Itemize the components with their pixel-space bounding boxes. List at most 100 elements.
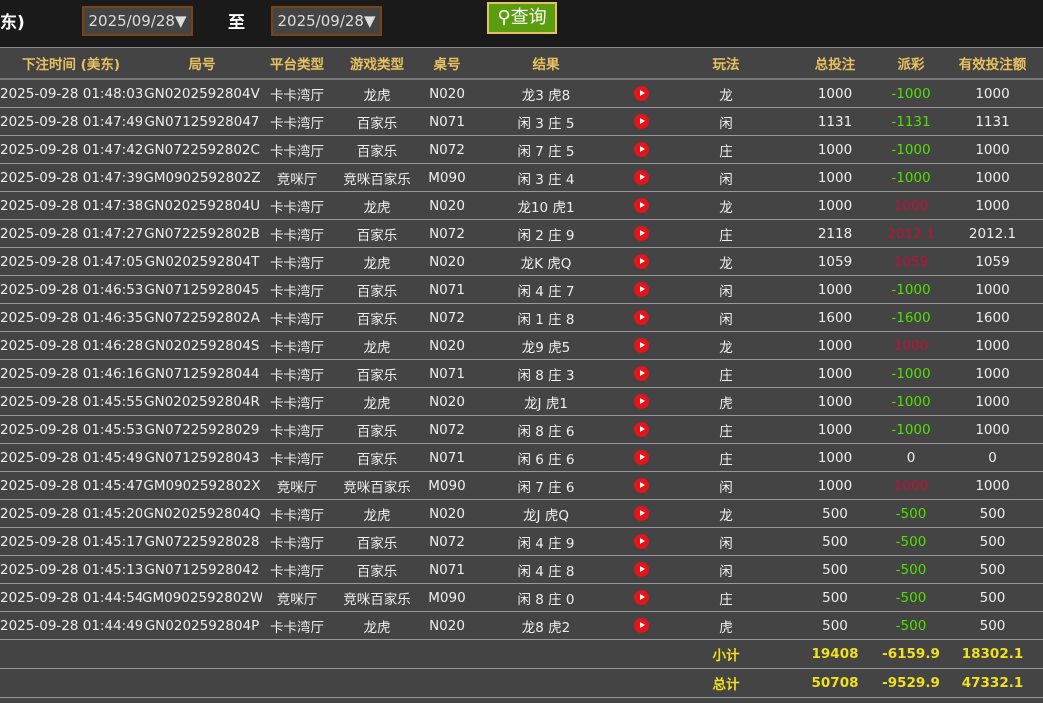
play-video-icon[interactable] <box>633 394 649 409</box>
result: 龙J 虎Q <box>472 499 620 528</box>
round-id: GN07225928029 <box>142 415 262 444</box>
spacer <box>0 639 662 669</box>
result: 闲 7 庄 6 <box>472 471 620 500</box>
payout: -500 <box>880 611 942 640</box>
play-video-icon[interactable] <box>633 618 649 633</box>
to-date-select[interactable]: 2025/09/28▼ <box>271 6 382 36</box>
platform: 卡卡湾厅 <box>262 303 332 332</box>
total-bet: 1000 <box>790 387 880 416</box>
total-bet: 1000 <box>790 163 880 192</box>
game-type: 百家乐 <box>332 107 422 136</box>
video-cell <box>620 415 662 444</box>
platform: 卡卡湾厅 <box>262 79 332 108</box>
round-id: GN07125928042 <box>142 555 262 584</box>
bet-type: 闲 <box>662 527 790 556</box>
play-video-icon[interactable] <box>633 534 649 549</box>
bet-type: 庄 <box>662 415 790 444</box>
play-video-icon[interactable] <box>633 506 649 521</box>
bet-type: 龙 <box>662 191 790 220</box>
table-row: 2025-09-28 01:45:53 GN07225928029 卡卡湾厅 百家乐 N… <box>0 415 1043 444</box>
round-id: GN0202592804R <box>142 387 262 416</box>
header-bet-type: 玩法 <box>662 48 790 80</box>
play-video-icon[interactable] <box>633 170 649 185</box>
platform: 卡卡湾厅 <box>262 443 332 472</box>
bet-time: 2025-09-28 01:45:53 <box>0 415 142 444</box>
table-row: 2025-09-28 01:45:13 GN07125928042 卡卡湾厅 百家乐 N… <box>0 555 1043 584</box>
from-date-select[interactable]: 2025/09/28▼ <box>82 6 193 36</box>
payout: 1000 <box>880 331 942 360</box>
play-video-icon[interactable] <box>633 422 649 437</box>
platform: 卡卡湾厅 <box>262 359 332 388</box>
game-type: 竞咪百家乐 <box>332 163 422 192</box>
play-video-icon[interactable] <box>633 282 649 297</box>
platform: 卡卡湾厅 <box>262 219 332 248</box>
video-cell <box>620 611 662 640</box>
play-video-icon[interactable] <box>633 590 649 605</box>
total-bet: 1600 <box>790 303 880 332</box>
play-video-icon[interactable] <box>633 198 649 213</box>
table-row: 2025-09-28 01:47:49 GN07125928047 卡卡湾厅 百家乐 N… <box>0 107 1043 136</box>
query-button[interactable]: ⚲查询 <box>487 2 557 34</box>
valid-bet: 2012.1 <box>942 219 1043 248</box>
play-video-icon[interactable] <box>633 450 649 465</box>
platform: 竞咪厅 <box>262 471 332 500</box>
valid-bet: 1000 <box>942 163 1043 192</box>
bet-type: 庄 <box>662 443 790 472</box>
play-video-icon[interactable] <box>633 86 649 101</box>
play-video-icon[interactable] <box>633 338 649 353</box>
play-video-icon[interactable] <box>633 366 649 381</box>
game-type: 百家乐 <box>332 219 422 248</box>
round-id: GM0902592802Z <box>142 163 262 192</box>
game-type: 龙虎 <box>332 611 422 640</box>
platform: 卡卡湾厅 <box>262 387 332 416</box>
total-bet: 500 <box>790 583 880 612</box>
bet-time: 2025-09-28 01:47:27 <box>0 219 142 248</box>
payout: -1000 <box>880 163 942 192</box>
valid-bet: 1000 <box>942 331 1043 360</box>
payout: -1000 <box>880 79 942 108</box>
bet-time: 2025-09-28 01:47:39 <box>0 163 142 192</box>
result: 闲 4 庄 8 <box>472 555 620 584</box>
result: 闲 1 庄 8 <box>472 303 620 332</box>
payout: 1000 <box>880 471 942 500</box>
result: 龙J 虎1 <box>472 387 620 416</box>
video-cell <box>620 443 662 472</box>
total-bet: 1000 <box>790 135 880 164</box>
play-video-icon[interactable] <box>633 478 649 493</box>
bet-type: 闲 <box>662 275 790 304</box>
subtotal-bet: 19408 <box>790 639 880 669</box>
table-row: 2025-09-28 01:45:47 GM0902592802X 竞咪厅 竞咪百家乐… <box>0 471 1043 500</box>
table-row: 2025-09-28 01:47:42 GN0722592802C 卡卡湾厅 百家乐 N… <box>0 135 1043 164</box>
table-row: 2025-09-28 01:47:27 GN0722592802B 卡卡湾厅 百家乐 N… <box>0 219 1043 248</box>
header-payout: 派彩 <box>880 48 942 80</box>
header-bet-time: 下注时间 (美东) <box>0 48 142 80</box>
valid-bet: 1000 <box>942 191 1043 220</box>
round-id: GN07125928044 <box>142 359 262 388</box>
payout: -1000 <box>880 415 942 444</box>
round-id: GM0902592802X <box>142 471 262 500</box>
game-type: 百家乐 <box>332 415 422 444</box>
payout: -1131 <box>880 107 942 136</box>
video-cell <box>620 555 662 584</box>
header-game-type: 游戏类型 <box>332 48 422 80</box>
bet-type: 庄 <box>662 219 790 248</box>
play-video-icon[interactable] <box>633 562 649 577</box>
bet-time: 2025-09-28 01:47:49 <box>0 107 142 136</box>
game-type: 百家乐 <box>332 135 422 164</box>
bet-type: 闲 <box>662 555 790 584</box>
play-video-icon[interactable] <box>633 254 649 269</box>
table-no: N020 <box>422 387 472 416</box>
total-row: 总计 50708 -9529.9 47332.1 <box>0 668 1043 698</box>
game-type: 龙虎 <box>332 79 422 108</box>
play-video-icon[interactable] <box>633 114 649 129</box>
table-row: 2025-09-28 01:47:05 GN0202592804T 卡卡湾厅 龙虎 N0… <box>0 247 1043 276</box>
play-video-icon[interactable] <box>633 142 649 157</box>
table-no: N020 <box>422 611 472 640</box>
play-video-icon[interactable] <box>633 310 649 325</box>
filter-bar: 东) 2025/09/28▼ 至 2025/09/28▼ ⚲查询 <box>0 0 1043 48</box>
valid-bet: 1000 <box>942 359 1043 388</box>
valid-bet: 500 <box>942 499 1043 528</box>
play-video-icon[interactable] <box>633 226 649 241</box>
game-type: 百家乐 <box>332 443 422 472</box>
payout: -500 <box>880 555 942 584</box>
